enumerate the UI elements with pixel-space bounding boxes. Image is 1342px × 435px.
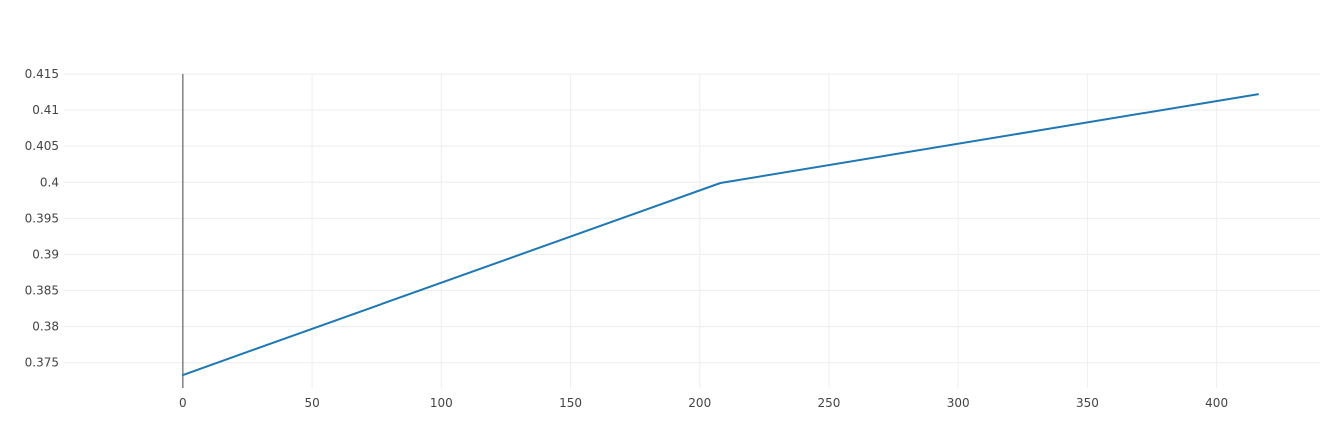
y-tick-label: 0.41 (32, 103, 59, 117)
x-tick-label: 350 (1076, 396, 1099, 410)
y-tick-label: 0.4 (40, 175, 59, 189)
x-tick-label: 0 (179, 396, 187, 410)
x-tick-label: 150 (559, 396, 582, 410)
series-line (181, 93, 1259, 377)
y-tick-label: 0.415 (25, 67, 59, 81)
y-tick-label: 0.405 (25, 139, 59, 153)
series-point[interactable] (179, 371, 187, 379)
grid-layer (64, 73, 1320, 388)
x-tick-label: 400 (1205, 396, 1228, 410)
x-tick-label: 250 (818, 396, 841, 410)
series-layer (179, 90, 1262, 379)
x-tick-label: 200 (688, 396, 711, 410)
series-point[interactable] (1254, 90, 1262, 98)
series-point[interactable] (716, 179, 724, 187)
x-tick-label: 50 (304, 396, 319, 410)
y-tick-label: 0.395 (25, 211, 59, 225)
x-tick-label: 300 (947, 396, 970, 410)
y-tick-label: 0.385 (25, 284, 59, 298)
y-tick-label: 0.375 (25, 356, 59, 370)
x-tick-label: 100 (430, 396, 453, 410)
y-tick-label: 0.38 (32, 320, 59, 334)
tick-label-layer: 0 50 100 150 200 250 300 350 400 0.375 0.38 0.385 0.… (25, 67, 1228, 410)
y-tick-label: 0.39 (32, 247, 59, 261)
